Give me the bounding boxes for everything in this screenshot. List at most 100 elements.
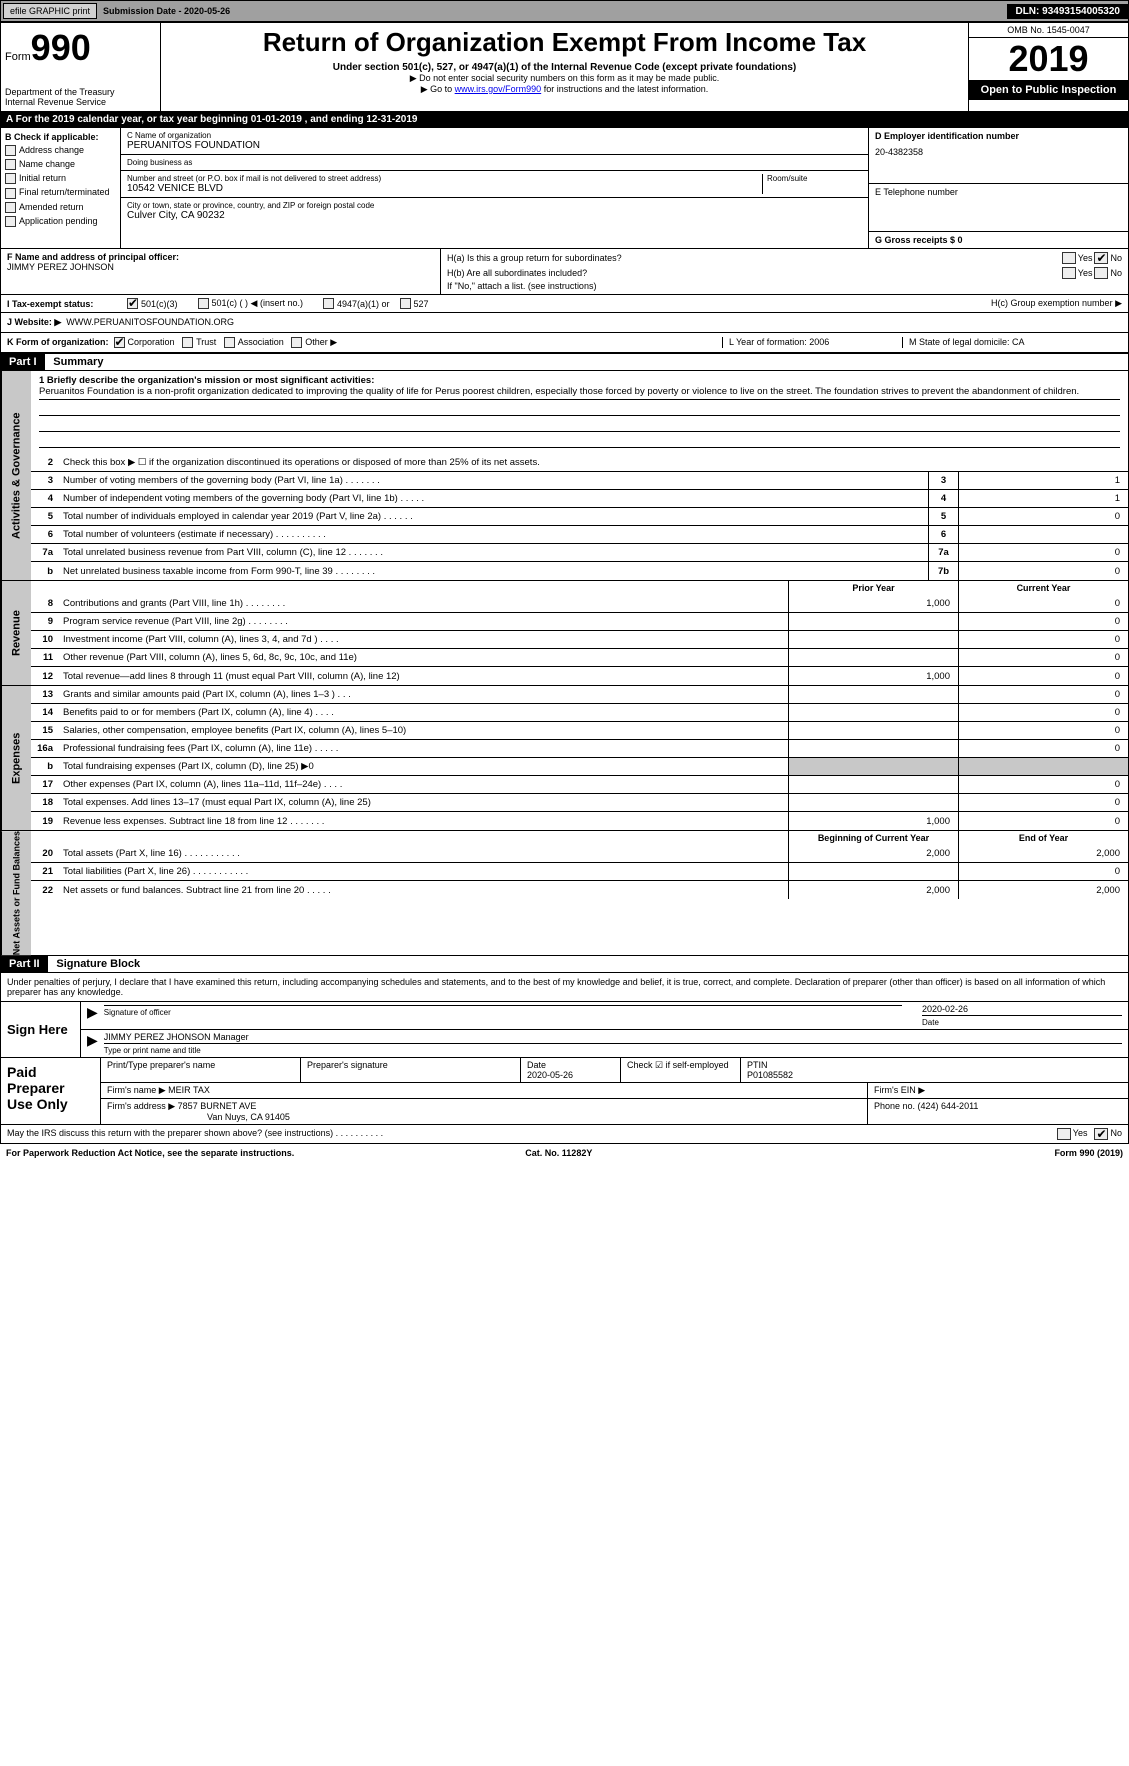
form-ref: Form 990 (2019) [1054,1148,1123,1158]
part-ii-title: Signature Block [50,956,146,972]
arrow-icon: ▶ [87,1004,98,1027]
prep-date: 2020-05-26 [527,1070,573,1080]
self-employed-check[interactable]: Check ☑ if self-employed [621,1058,741,1082]
part-i-header: Part I [1,354,45,370]
l-year-formation: L Year of formation: 2006 [722,337,902,348]
hb-note: If "No," attach a list. (see instruction… [447,281,1122,291]
cb-other[interactable] [291,337,302,348]
hb-yes[interactable] [1062,267,1076,279]
form-title: Return of Organization Exempt From Incom… [165,27,964,58]
e-phone-label: E Telephone number [875,187,1122,197]
m-state-domicile: M State of legal domicile: CA [902,337,1122,348]
cb-name-change[interactable]: Name change [5,159,116,170]
cb-corp[interactable] [114,337,125,348]
dba-label: Doing business as [127,158,862,167]
ptin-value: P01085582 [747,1070,793,1080]
line-3: 3Number of voting members of the governi… [31,472,1128,490]
form-subtitle: Under section 501(c), 527, or 4947(a)(1)… [165,62,964,73]
firm-phone: Phone no. (424) 644-2011 [868,1099,1128,1124]
line-12: 12Total revenue—add lines 8 through 11 (… [31,667,1128,685]
form-note-2: ▶ Go to www.irs.gov/Form990 for instruct… [165,84,964,95]
tax-year: 2019 [969,38,1128,80]
street-address: 10542 VENICE BLVD [127,183,762,194]
line-10: 10Investment income (Part VIII, column (… [31,631,1128,649]
name-label: Type or print name and title [104,1046,201,1055]
arrow-icon: ▶ [87,1032,98,1055]
discuss-question: May the IRS discuss this return with the… [0,1125,1129,1144]
firm-name: MEIR TAX [168,1085,210,1095]
firm-addr-label: Firm's address ▶ [107,1101,175,1111]
b-header: B Check if applicable: [5,132,116,142]
ha-no[interactable] [1094,252,1108,264]
line-7a: 7aTotal unrelated business revenue from … [31,544,1128,562]
line-6: 6Total number of volunteers (estimate if… [31,526,1128,544]
cb-527[interactable] [400,298,411,309]
line-13: 13Grants and similar amounts paid (Part … [31,686,1128,704]
irs-link[interactable]: www.irs.gov/Form990 [455,84,542,94]
efile-button[interactable]: efile GRAPHIC print [3,3,97,19]
ha-label: H(a) Is this a group return for subordin… [447,253,1060,263]
line-11: 11Other revenue (Part VIII, column (A), … [31,649,1128,667]
line-21: 21Total liabilities (Part X, line 26) . … [31,863,1128,881]
part-i-title: Summary [47,354,109,370]
cb-501c[interactable] [198,298,209,309]
col-current: Current Year [958,581,1128,595]
row-f-h: F Name and address of principal officer:… [0,249,1129,295]
mission-text: Peruanitos Foundation is a non-profit or… [39,386,1120,400]
line-b: bTotal fundraising expenses (Part IX, co… [31,758,1128,776]
summary-rev: Revenue Prior YearCurrent Year 8Contribu… [0,581,1129,686]
row-k-l-m: K Form of organization: Corporation Trus… [0,333,1129,353]
ein-value: 20-4382358 [875,147,1122,157]
paid-preparer-label: Paid Preparer Use Only [1,1058,101,1124]
cb-4947[interactable] [323,298,334,309]
sign-here-block: Sign Here ▶ Signature of officer 2020-02… [0,1002,1129,1058]
hb-no[interactable] [1094,267,1108,279]
line-19: 19Revenue less expenses. Subtract line 1… [31,812,1128,830]
cat-no: Cat. No. 11282Y [525,1148,592,1158]
cb-final-return[interactable]: Final return/terminated [5,187,116,198]
paid-preparer-block: Paid Preparer Use Only Print/Type prepar… [0,1058,1129,1125]
form-number: Form990 [5,27,156,69]
sig-officer-label: Signature of officer [104,1008,171,1017]
officer-name: JIMMY PEREZ JHONSON Manager [104,1032,249,1042]
summary-exp: Expenses 13Grants and similar amounts pa… [0,686,1129,831]
part-ii-header: Part II [1,956,48,972]
addr-label: Number and street (or P.O. box if mail i… [127,174,762,183]
org-name: PERUANITOS FOUNDATION [127,140,862,151]
date-label: Date [922,1018,939,1027]
discuss-yes[interactable] [1057,1128,1071,1140]
line-b: bNet unrelated business taxable income f… [31,562,1128,580]
room-label: Room/suite [767,174,862,183]
sidebar-exp: Expenses [1,686,31,830]
open-to-public: Open to Public Inspection [969,80,1128,100]
cb-amended[interactable]: Amended return [5,202,116,213]
firm-city: Van Nuys, CA 91405 [207,1112,290,1122]
d-ein-label: D Employer identification number [875,131,1122,141]
i-label: I Tax-exempt status: [7,299,127,309]
line-14: 14Benefits paid to or for members (Part … [31,704,1128,722]
line-8: 8Contributions and grants (Part VIII, li… [31,595,1128,613]
line-5: 5Total number of individuals employed in… [31,508,1128,526]
cb-501c3[interactable] [127,298,138,309]
firm-addr: 7857 BURNET AVE [178,1101,257,1111]
summary-ag: Activities & Governance 1 Briefly descri… [0,371,1129,581]
ha-yes[interactable] [1062,252,1076,264]
k-label: K Form of organization: [7,337,109,347]
cb-trust[interactable] [182,337,193,348]
sign-here-label: Sign Here [1,1002,81,1057]
cb-initial-return[interactable]: Initial return [5,173,116,184]
line-18: 18Total expenses. Add lines 13–17 (must … [31,794,1128,812]
cb-address-change[interactable]: Address change [5,145,116,156]
sidebar-net: Net Assets or Fund Balances [1,831,31,955]
website-value: WWW.PERUANITOSFOUNDATION.ORG [66,317,234,327]
col-end: End of Year [958,831,1128,845]
city-state-zip: Culver City, CA 90232 [127,210,862,221]
discuss-no[interactable] [1094,1128,1108,1140]
line1-label: 1 Briefly describe the organization's mi… [39,375,374,386]
line-4: 4Number of independent voting members of… [31,490,1128,508]
submission-date-label: Submission Date - 2020-05-26 [99,6,234,16]
cb-pending[interactable]: Application pending [5,216,116,227]
row-j: J Website: ▶ WWW.PERUANITOSFOUNDATION.OR… [0,313,1129,333]
line-9: 9Program service revenue (Part VIII, lin… [31,613,1128,631]
cb-assoc[interactable] [224,337,235,348]
